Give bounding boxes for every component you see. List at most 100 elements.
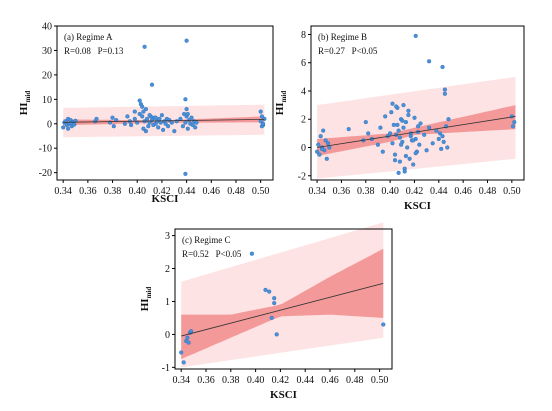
data-point: [141, 126, 146, 131]
x-axis-title: KSCI: [152, 193, 179, 205]
data-point: [408, 134, 413, 139]
y-axis-title-sub: mid: [145, 287, 153, 299]
x-tick-label: 0.42: [272, 375, 290, 386]
data-point: [394, 104, 399, 109]
data-point: [319, 146, 325, 151]
x-tick-label: 0.36: [333, 186, 351, 197]
data-point: [185, 335, 190, 340]
y-tick-label: 10: [42, 95, 52, 106]
data-point: [390, 141, 395, 146]
data-point: [440, 134, 445, 139]
y-tick-label: 2: [301, 115, 306, 126]
data-point: [185, 126, 190, 131]
data-point: [94, 116, 99, 121]
data-point: [185, 111, 190, 117]
data-point: [143, 106, 148, 112]
data-point: [389, 110, 394, 115]
x-tick-label: 0.36: [197, 375, 215, 386]
data-point: [412, 115, 417, 120]
data-point: [391, 122, 396, 127]
data-point: [402, 169, 407, 174]
data-point: [189, 115, 194, 120]
fit-line: [181, 282, 384, 337]
y-axis-title: HImid: [274, 91, 288, 116]
data-point: [122, 121, 127, 126]
data-point: [159, 113, 164, 118]
x-tick-label: 0.50: [503, 186, 521, 197]
data-point: [267, 289, 272, 294]
data-point: [316, 142, 321, 147]
stats-label: R=0.52 P<0.05: [182, 249, 242, 259]
data-point: [132, 109, 137, 114]
y-axis-title: HImid: [139, 287, 153, 312]
data-point: [269, 315, 274, 320]
y-axis-title-sub: mid: [24, 91, 32, 103]
data-point: [258, 109, 263, 114]
fit-line: [317, 116, 516, 148]
x-tick-label: 0.50: [252, 186, 270, 197]
data-point: [430, 141, 435, 146]
data-point: [512, 119, 517, 125]
data-point: [184, 38, 189, 43]
x-tick-label: 0.46: [454, 186, 472, 197]
y-axis-title-sub: mid: [280, 91, 288, 103]
x-tick-label: 0.48: [346, 375, 364, 386]
data-point: [396, 128, 401, 133]
data-point: [186, 340, 191, 345]
y-tick-label: 0: [47, 119, 52, 130]
data-point: [446, 117, 451, 122]
data-point: [323, 138, 328, 143]
data-point: [510, 124, 516, 129]
data-point: [147, 113, 152, 118]
x-tick-label: 0.44: [178, 186, 196, 197]
stats-label: R=0.08 P=0.13: [64, 46, 124, 56]
data-point: [392, 158, 398, 163]
x-tick-label: 0.50: [371, 375, 389, 386]
data-point: [380, 149, 385, 154]
data-point: [413, 33, 418, 38]
data-point: [166, 124, 171, 129]
data-point: [272, 296, 277, 301]
data-point: [181, 360, 186, 365]
data-point: [406, 108, 411, 113]
data-point: [401, 102, 406, 108]
data-point: [146, 124, 151, 129]
data-point: [141, 109, 146, 114]
data-point: [125, 114, 130, 119]
data-point: [180, 124, 185, 129]
stats-label: R=0.27 P<0.05: [318, 46, 378, 56]
data-point: [321, 128, 326, 133]
x-tick-label: 0.40: [381, 186, 399, 197]
y-tick-label: 8: [301, 30, 306, 41]
y-tick-label: 30: [42, 46, 52, 57]
plot-frame: [174, 228, 393, 370]
data-point: [110, 115, 115, 120]
data-point: [413, 151, 418, 156]
data-point: [184, 106, 189, 112]
data-point: [262, 116, 267, 121]
data-point: [193, 125, 198, 130]
confidence-band: [317, 105, 516, 156]
data-point: [140, 114, 145, 119]
data-point: [140, 104, 145, 109]
data-point: [142, 44, 147, 49]
data-point: [445, 145, 450, 150]
data-point: [383, 114, 388, 119]
data-point: [114, 117, 119, 123]
data-point: [401, 125, 406, 130]
x-tick-label: 0.44: [430, 186, 448, 197]
data-point: [153, 115, 158, 120]
data-point: [318, 134, 323, 139]
data-point: [381, 322, 386, 327]
data-point: [132, 116, 137, 121]
data-point: [315, 149, 320, 154]
data-point: [346, 127, 351, 132]
x-axis-title: KSCI: [404, 200, 431, 212]
y-axis-title-main: HI: [274, 102, 286, 115]
y-tick-label: 4: [301, 86, 306, 97]
y-tick-label: 20: [42, 70, 52, 81]
data-point: [137, 111, 142, 117]
data-point: [249, 251, 254, 256]
data-point: [156, 125, 161, 130]
data-point: [395, 122, 400, 127]
